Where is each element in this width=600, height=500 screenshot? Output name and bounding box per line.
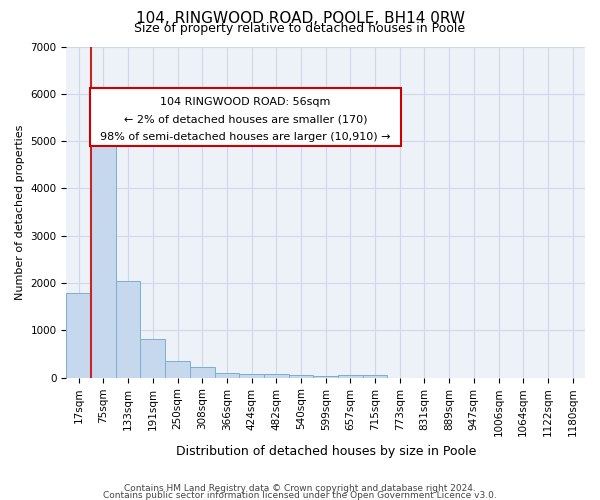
Bar	[215, 372, 239, 378]
Bar	[140, 339, 165, 378]
Text: Contains public sector information licensed under the Open Government Licence v3: Contains public sector information licen…	[103, 490, 497, 500]
Bar	[338, 374, 363, 378]
FancyBboxPatch shape	[90, 88, 401, 146]
Bar	[289, 375, 313, 378]
Text: ← 2% of detached houses are smaller (170): ← 2% of detached houses are smaller (170…	[124, 115, 367, 125]
Bar	[67, 294, 91, 378]
Text: Contains HM Land Registry data © Crown copyright and database right 2024.: Contains HM Land Registry data © Crown c…	[124, 484, 476, 493]
Bar	[363, 375, 388, 378]
Bar	[264, 374, 289, 378]
Bar	[313, 376, 338, 378]
Text: 104, RINGWOOD ROAD, POOLE, BH14 0RW: 104, RINGWOOD ROAD, POOLE, BH14 0RW	[136, 11, 464, 26]
Bar	[91, 106, 116, 378]
Text: 104 RINGWOOD ROAD: 56sqm: 104 RINGWOOD ROAD: 56sqm	[160, 98, 331, 108]
Bar	[116, 280, 140, 378]
Bar	[239, 374, 264, 378]
Text: Size of property relative to detached houses in Poole: Size of property relative to detached ho…	[134, 22, 466, 35]
Bar	[165, 360, 190, 378]
X-axis label: Distribution of detached houses by size in Poole: Distribution of detached houses by size …	[176, 444, 476, 458]
Text: 98% of semi-detached houses are larger (10,910) →: 98% of semi-detached houses are larger (…	[100, 132, 391, 142]
Bar	[190, 368, 215, 378]
Y-axis label: Number of detached properties: Number of detached properties	[15, 124, 25, 300]
